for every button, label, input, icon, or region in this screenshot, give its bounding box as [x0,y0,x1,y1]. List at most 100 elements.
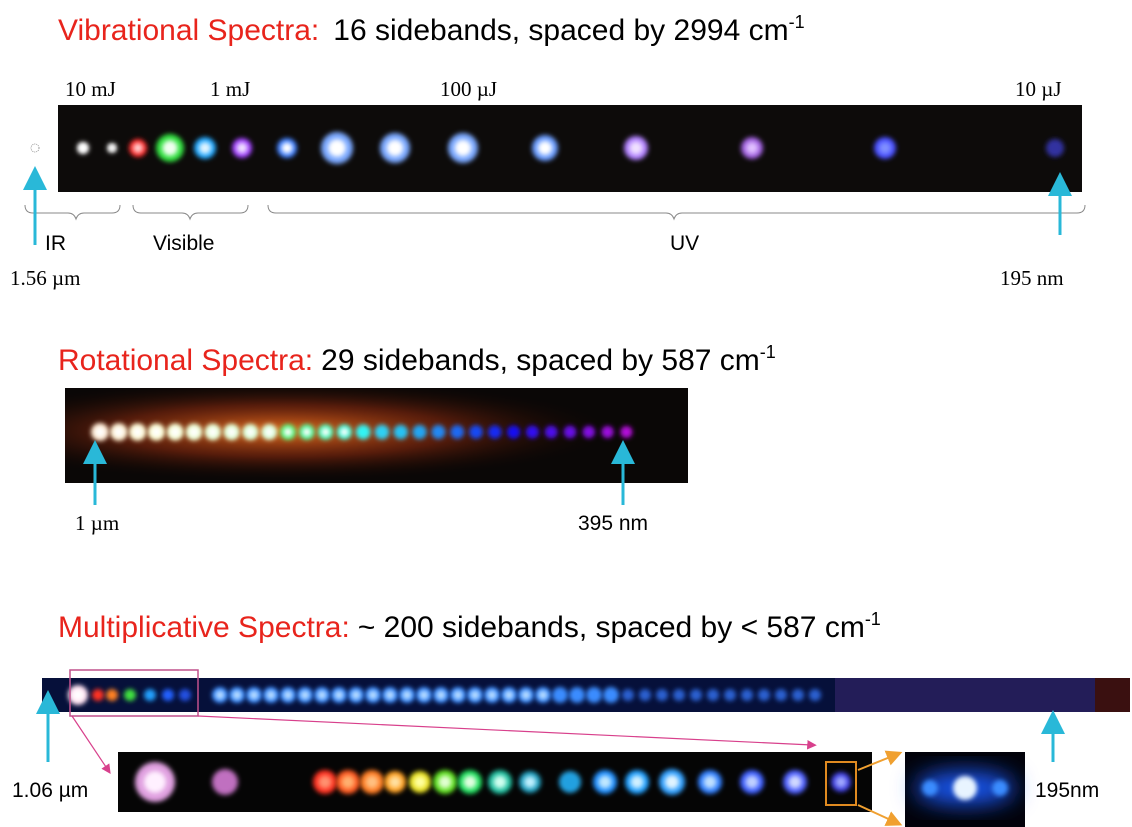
region-label: UV [670,232,699,255]
energy-label: 10 µJ [1015,77,1062,101]
spot [1046,139,1064,157]
spot [471,691,480,700]
spot [403,691,412,700]
spot [629,141,642,154]
spot [106,689,118,701]
brace [133,205,248,219]
spot [431,425,445,439]
spot [412,425,426,439]
wavelength-label: 195nm [1035,779,1099,802]
spot [250,691,259,700]
spot [601,426,613,438]
energy-label: 10 mJ [65,77,116,101]
spot [438,775,451,788]
spot [746,142,758,154]
spot [788,775,801,788]
spot [493,775,506,788]
spot [559,771,581,793]
spot [639,689,651,701]
energy-label: 1 mJ [210,77,250,101]
spot [389,776,401,788]
spot [267,691,276,700]
spot [538,141,552,155]
wavelength-label: 1.06 µm [12,779,88,802]
spot [455,140,472,157]
spot [199,142,211,154]
region-label: Visible [153,232,214,255]
wavelength-label: 395 nm [578,512,648,535]
spot [758,689,770,701]
spot [809,689,821,701]
spot [387,140,404,157]
title-highlight: Multiplicative Spectra: [58,611,350,644]
title-rest: 29 sidebands, spaced by 587 cm [321,344,760,377]
spot [603,687,619,703]
spot [630,775,643,788]
energy-label: 100 µJ [440,77,497,101]
spot [237,143,248,154]
spot [665,775,679,789]
spot [792,689,804,701]
spot [233,691,242,700]
spot [507,425,520,438]
title-highlight: Rotational Spectra: [58,344,313,377]
zoom-line [858,805,895,822]
spot [488,691,497,700]
spot [265,428,274,437]
spot [524,776,536,788]
spot [144,771,166,793]
spot [301,691,310,700]
spot [133,143,143,153]
spot [133,427,143,437]
spot [318,775,331,788]
spot [282,143,293,154]
spot [552,687,568,703]
title-sup: -1 [760,342,776,362]
spot [775,689,787,701]
spot [879,142,891,154]
spot [162,140,177,155]
spot [703,775,716,788]
spot [505,691,514,700]
spot [420,691,429,700]
spot [437,691,446,700]
spot [375,425,390,440]
spot [340,428,348,436]
spot [598,775,611,788]
spot [365,775,378,788]
title-rest: 16 sidebands, spaced by 2994 cm [333,14,788,47]
spot [208,427,217,436]
zoom-line [198,716,812,745]
spot [95,427,105,437]
spot [469,425,483,439]
spot [189,427,198,436]
title-sup: -1 [865,609,881,629]
section-title: Rotational Spectra:29 sidebands, spaced … [58,342,776,377]
wavelength-label: 1 µm [75,511,119,535]
spot [369,691,378,700]
spot [152,427,162,437]
spot [463,775,476,788]
title-sup: -1 [789,12,805,32]
section-title: Vibrational Spectra:16 sidebands, spaced… [58,12,805,47]
spot [109,145,115,151]
spot [414,776,426,788]
spot [564,426,577,439]
spot [450,425,464,439]
spot [352,691,361,700]
spot [386,691,395,700]
spot [284,691,293,700]
spot [745,775,758,788]
spot [394,425,409,440]
spot [284,428,293,437]
brace [268,205,1085,219]
region-label: IR [45,232,66,255]
strip-tail [835,678,1095,712]
spot [673,689,685,701]
spot [992,780,1008,796]
spot [114,427,124,437]
spot [522,691,531,700]
spot [144,689,156,701]
spot [162,689,174,701]
spot [724,689,736,701]
